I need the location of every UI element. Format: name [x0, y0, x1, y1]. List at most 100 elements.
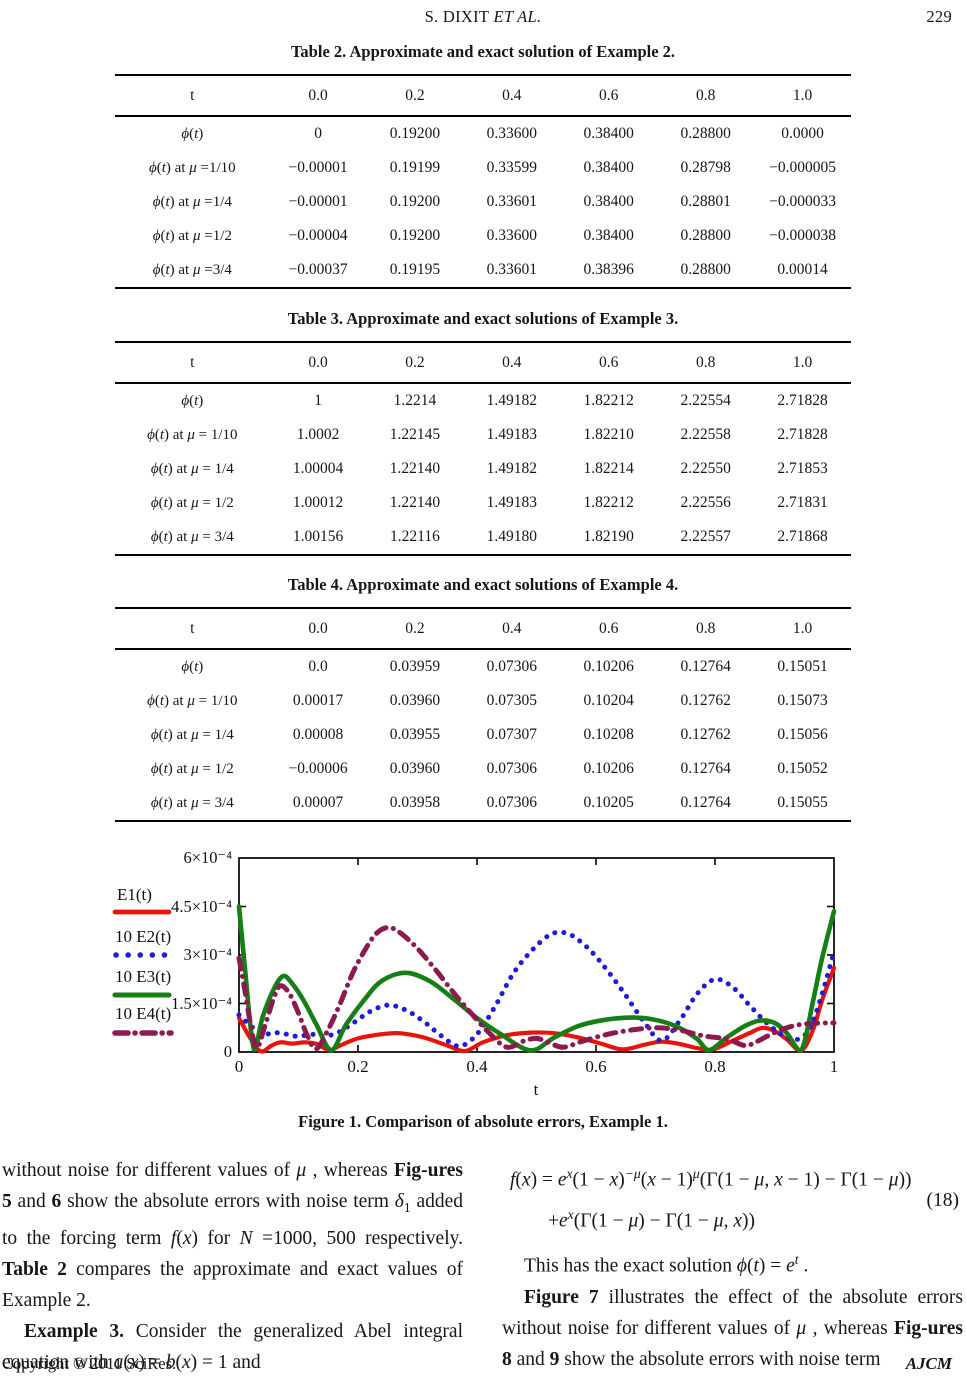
table-cell: 1.82210	[583, 426, 634, 443]
table-cell: 0.03960	[389, 760, 441, 777]
text-run: (	[640, 1169, 648, 1191]
table-cell: 0.33601	[486, 261, 538, 278]
text-run: ϕ	[150, 494, 159, 511]
table-cell: 0.00017	[292, 692, 344, 709]
text-run: (	[176, 1227, 183, 1249]
text-run: (	[189, 658, 195, 675]
table-cell: 0.12764	[680, 760, 731, 777]
table-cell: 1.22116	[390, 528, 440, 545]
text-run: ϕ	[152, 227, 161, 244]
table-cell: −0.00004	[288, 227, 348, 244]
text-run: S. DIXIT	[424, 7, 490, 26]
text-run: − 1)	[655, 1169, 693, 1191]
table-cell: 1.49183	[486, 426, 538, 443]
text-run: , whereas	[806, 1317, 895, 1339]
text-run: (	[746, 1255, 754, 1277]
text-run: μ	[191, 760, 199, 777]
column-header: t	[115, 608, 270, 650]
text-run: for	[197, 1227, 240, 1249]
table-cell: 0.0	[308, 658, 328, 675]
text-run: 1	[403, 1199, 411, 1215]
table-cell: 1.49182	[486, 460, 538, 477]
table-cell: 0.33600	[486, 227, 538, 244]
table-row: ϕ(t) at μ = 1/10 0.00017 0.03960 0.07305 0.1…	[115, 684, 851, 718]
column-header: 0.6	[560, 75, 658, 117]
text-run: x	[129, 1351, 139, 1373]
row-label: ϕ(t) at μ = 1/4	[115, 452, 270, 486]
curve-10-E3t	[236, 904, 837, 1053]
table-cell: 0.38400	[583, 227, 634, 244]
equation-18-line-1: f(x) = ex(1 − x)−μ(x − 1)μ(Γ(1 − μ, x − …	[502, 1157, 963, 1198]
table-row: ϕ(t) at μ = 3/4 1.00156 1.22116 1.49180 1.82…	[115, 520, 851, 555]
paragraph-exact-solution: This has the exact solution ϕ(t) = et .	[502, 1244, 963, 1282]
text-run: )	[198, 125, 204, 142]
text-run: x	[566, 1166, 573, 1181]
y-axis-labels: 6×10⁻⁴ 4.5×10⁻⁴ 3×10⁻⁴ 1.5×10⁻⁴ 0	[171, 848, 232, 1061]
table-cell: 0.0000	[781, 125, 824, 142]
text-run: (	[158, 460, 164, 477]
text-run: ) at	[165, 159, 190, 176]
text-run: = 1/10	[194, 692, 238, 709]
x-tick-0.4: 0.4	[466, 1057, 488, 1076]
right-text-column: f(x) = ex(1 − x)−μ(x − 1)μ(Γ(1 − μ, x − …	[502, 1155, 963, 1375]
paragraph: without noise for different values of μ …	[2, 1155, 463, 1316]
column-header: 1.0	[754, 608, 851, 650]
text-run: t	[753, 1255, 759, 1277]
table-cell: 0.33600	[486, 125, 538, 142]
text-run: illustrates the effect of the absolute e…	[502, 1286, 963, 1339]
text-run: μ	[796, 1317, 807, 1339]
text-run: t	[794, 1252, 799, 1267]
text-run: compares the approximate and exact value…	[2, 1258, 463, 1311]
table-cell: −0.00037	[288, 261, 348, 278]
text-run: ϕ	[736, 1255, 747, 1277]
table-cell: 0	[314, 125, 322, 142]
table-cell: 1.0002	[296, 426, 340, 443]
equation-18: f(x) = ex(1 − x)−μ(x − 1)μ(Γ(1 − μ, x − …	[502, 1155, 963, 1238]
table-cell: 0.38400	[583, 159, 634, 176]
table-cell: 1	[314, 392, 322, 409]
row-label: ϕ(t) at μ = 1/4	[115, 718, 270, 752]
table-cell: 0.28800	[680, 125, 731, 142]
table-cell: 2.71831	[777, 494, 828, 511]
text-run: = 3/4	[198, 794, 234, 811]
text-run: (Γ(1 −	[699, 1169, 755, 1191]
table-cell: 0.03960	[389, 692, 441, 709]
journal-abbreviation: AJCM	[905, 1354, 952, 1373]
table-cell: 2.22558	[680, 426, 731, 443]
table-cell: 0.15051	[777, 658, 828, 675]
text-run: μ	[187, 426, 195, 443]
text-run: x	[609, 1169, 619, 1191]
table-cell: −0.000005	[769, 159, 836, 176]
text-run: (	[158, 760, 164, 777]
text-run: ) at	[169, 261, 193, 278]
table-4-section: Table 4. Approximate and exact solutions…	[115, 575, 851, 822]
table-cell: 0.19199	[389, 159, 441, 176]
table-cell: −0.000038	[769, 227, 836, 244]
table-cell: −0.000033	[769, 193, 836, 210]
text-run: (	[156, 159, 162, 176]
text-run: (	[189, 125, 195, 142]
text-run: Consider the generalized Abel integral e…	[2, 1320, 463, 1373]
text-run: +	[548, 1210, 559, 1231]
column-header: 0.2	[366, 608, 464, 650]
paragraph-example-3: Example 3. Consider the generalized Abel…	[2, 1316, 463, 1378]
table-cell: 0.38396	[583, 261, 634, 278]
table-cell: 0.38400	[583, 125, 634, 142]
text-run: ϕ	[152, 193, 161, 210]
curve-10-E4t	[236, 924, 837, 1052]
text-run: and	[511, 1348, 550, 1370]
row-label: ϕ(t)	[115, 116, 270, 151]
text-run: e	[786, 1255, 795, 1277]
text-run: = 1/2	[198, 494, 234, 511]
table-cell: 2.22550	[680, 460, 731, 477]
table-cell: 0.15052	[777, 760, 828, 777]
column-header: 0.4	[463, 608, 561, 650]
table-cell: 0.28801	[680, 193, 731, 210]
text-run: ϕ	[150, 760, 159, 777]
text-run: (	[154, 692, 160, 709]
table-cell: 0.07306	[486, 658, 538, 675]
text-run: = 1/4	[198, 460, 234, 477]
text-run: = 3/4	[198, 528, 234, 545]
row-label: ϕ(t) at μ =1/4	[115, 185, 270, 219]
text-run: added to the forcing term	[2, 1191, 464, 1249]
